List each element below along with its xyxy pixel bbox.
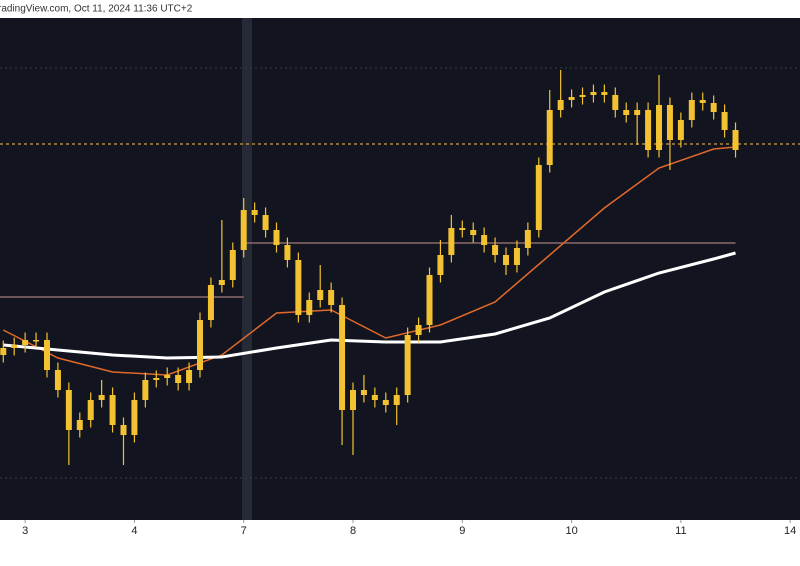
candle-body	[197, 320, 203, 370]
x-tick-label: 9	[459, 525, 465, 537]
plot-background	[0, 18, 800, 520]
candle-body	[721, 112, 728, 130]
candle-body	[22, 340, 29, 345]
candle-body	[229, 250, 236, 280]
candle-body	[656, 105, 663, 150]
candle-body	[218, 280, 225, 285]
x-tick-label: 11	[675, 525, 686, 537]
candle-body	[459, 228, 466, 230]
candle-body	[207, 285, 214, 320]
candle-body	[65, 390, 72, 430]
candle-body	[109, 395, 116, 425]
candle-body	[448, 228, 455, 255]
candle-body	[33, 340, 40, 342]
candle-body	[634, 110, 641, 115]
candle-body	[339, 305, 346, 410]
chart-title: radingView.com, Oct 11, 2024 11:36 UTC+2	[0, 4, 193, 15]
session-highlight	[242, 18, 252, 520]
candle-body	[601, 92, 608, 95]
candle-body	[710, 103, 717, 112]
candle-body	[164, 375, 171, 378]
candle-body	[688, 100, 695, 120]
candle-body	[120, 425, 127, 435]
candle-body	[262, 215, 269, 230]
candle-body	[43, 340, 50, 370]
candle-body	[492, 245, 499, 255]
candle-body	[382, 400, 389, 405]
candle-body	[350, 390, 357, 410]
candle-body	[513, 248, 520, 265]
candle-body	[306, 300, 313, 315]
x-tick-label: 7	[241, 525, 247, 537]
candle-body	[666, 105, 673, 140]
candle-body	[328, 290, 335, 305]
candle-body	[623, 110, 630, 115]
x-tick-label: 3	[22, 525, 28, 537]
candle-body	[645, 110, 652, 150]
candle-body	[76, 420, 83, 430]
candle-body	[186, 370, 193, 383]
candle-body	[590, 92, 597, 95]
candle-body	[699, 100, 706, 103]
candle-body	[317, 290, 324, 300]
candle-body	[546, 110, 553, 165]
candle-body	[371, 395, 378, 400]
candle-body	[481, 235, 488, 245]
candle-body	[240, 210, 247, 250]
candle-body	[131, 400, 138, 435]
x-tick-label: 10	[565, 525, 577, 537]
candle-body	[677, 120, 684, 140]
moving-average	[3, 251, 736, 360]
candle-body	[470, 230, 477, 235]
candle-body	[175, 375, 182, 383]
candle-body	[98, 395, 105, 400]
candle-body	[524, 230, 531, 248]
candle-body	[568, 97, 575, 100]
x-tick-label: 8	[350, 525, 356, 537]
candle-body	[404, 335, 411, 395]
candle-body	[437, 255, 444, 275]
candle-body	[284, 245, 291, 260]
candle-body	[153, 378, 160, 380]
candle-body	[557, 100, 564, 110]
moving-average	[2, 146, 736, 376]
candle-body	[0, 348, 7, 355]
candle-body	[732, 130, 739, 150]
candle-body	[393, 395, 400, 405]
candle-body	[503, 255, 510, 265]
candle-body	[273, 230, 280, 245]
candle-body	[612, 95, 619, 110]
candle-body	[579, 95, 586, 97]
candle-body	[251, 210, 258, 215]
x-tick-label: 14	[784, 525, 796, 537]
candle-body	[11, 345, 18, 348]
candle-body	[535, 165, 542, 230]
candle-body	[426, 275, 433, 325]
candle-body	[415, 325, 422, 335]
candle-body	[295, 260, 302, 315]
candle-body	[54, 370, 61, 390]
candle-body	[360, 390, 367, 395]
candle-body	[87, 400, 94, 420]
candle-body	[142, 380, 149, 400]
x-tick-label: 4	[131, 525, 137, 537]
